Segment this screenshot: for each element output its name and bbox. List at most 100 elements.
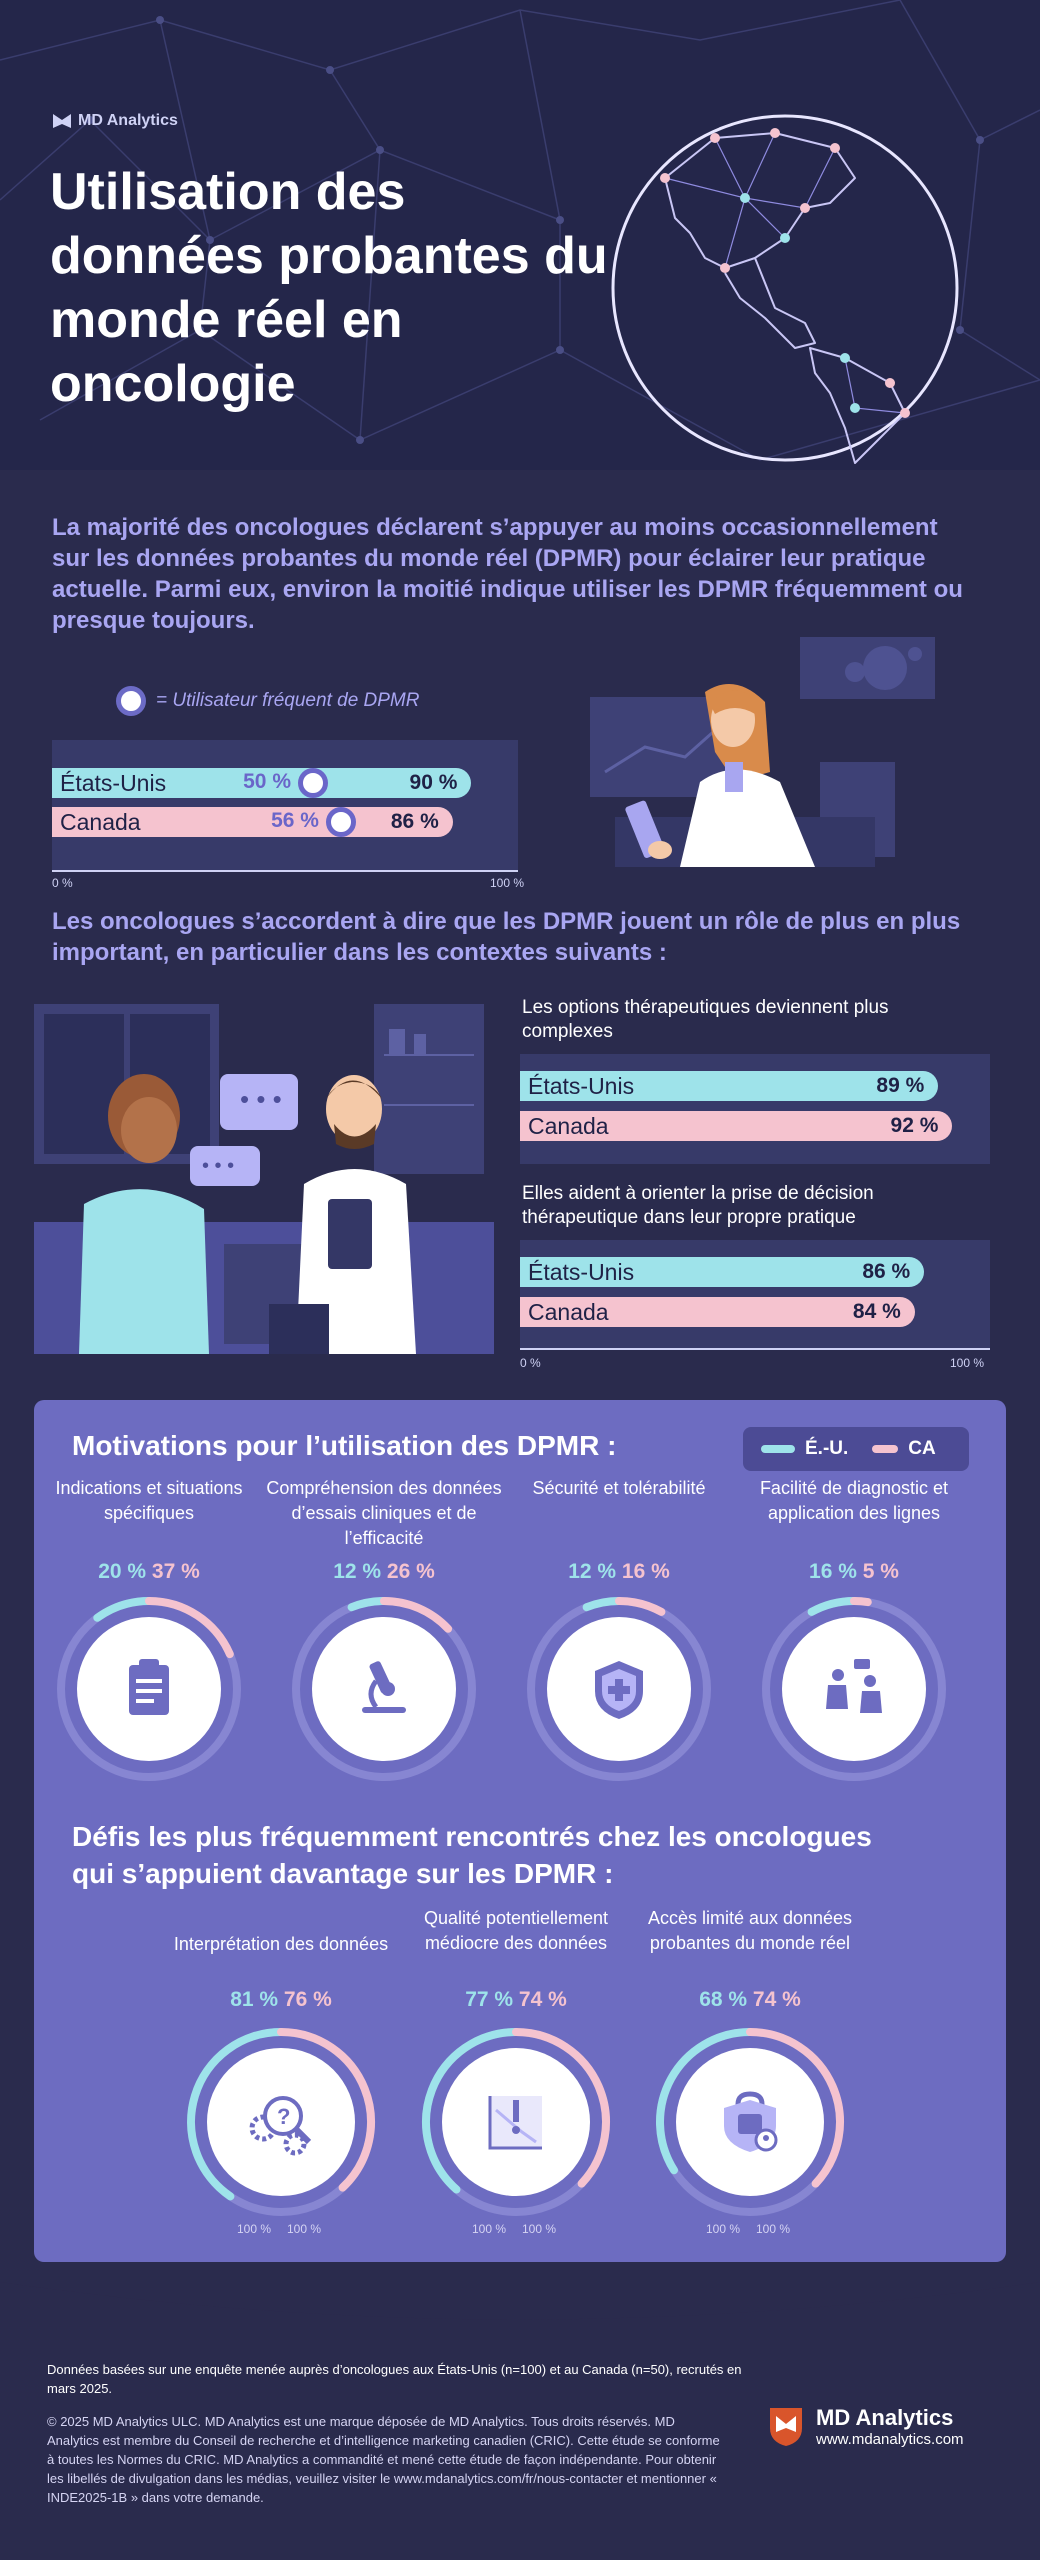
challenge-us-max-label: 100 % xyxy=(237,2222,272,2236)
challenge-us-value: 81 % xyxy=(230,1988,279,2011)
ca-bar: Canada 84 % xyxy=(520,1297,915,1327)
motivation-label: Indications et situations spécifiques xyxy=(55,1478,243,1523)
motivation-label: Compréhension des données d’essais clini… xyxy=(266,1478,502,1548)
motivation-ca-value: 26 % xyxy=(386,1560,435,1583)
motivation-us-value: 16 % xyxy=(809,1560,857,1583)
challenge-1-us-arc xyxy=(187,2028,285,2201)
svg-text:• • •: • • • xyxy=(202,1155,234,1177)
us-frequent-value: 50 % xyxy=(243,770,291,793)
motivations-title: Motivations pour l’utilisation des DPMR … xyxy=(72,1430,617,1461)
motivation-4-ca-track xyxy=(853,1597,946,1781)
shield-icon xyxy=(595,1661,643,1719)
challenge-1-gauge: ? xyxy=(187,2028,375,2216)
challenge-3-gauge xyxy=(656,2028,844,2216)
challenge-2-ca-arc xyxy=(512,2028,610,2188)
motivation-us-value: 20 % xyxy=(98,1560,147,1583)
lock-icon xyxy=(724,2091,778,2152)
decision-chart-axis xyxy=(520,1348,990,1350)
us-bar: États-Unis 90 % xyxy=(52,768,472,798)
ca-legend-label: CA xyxy=(908,1438,936,1459)
motivation-4-ca-arc xyxy=(850,1597,872,1607)
challenge-percentages: 68 % 74 % xyxy=(670,1988,830,2012)
ca-frequent-marker xyxy=(325,807,356,837)
network-lines-background xyxy=(0,0,1040,461)
motivation-2-us-track xyxy=(292,1597,385,1781)
challenge-ca-max-label: 100 % xyxy=(287,2222,322,2236)
motivation-1-us-arc xyxy=(93,1597,153,1622)
brand-name: MD Analytics xyxy=(78,112,178,129)
legal-text: © 2025 MD Analytics ULC. MD Analytics es… xyxy=(47,2414,720,2505)
ca-bar-value: 84 % xyxy=(852,1300,901,1323)
challenge-ca-value: 74 % xyxy=(752,1988,801,2011)
question-gear-icon: ? xyxy=(249,2096,312,2156)
challenge-3-ca-arc xyxy=(746,2028,844,2188)
motivation-2-gauge xyxy=(292,1597,476,1781)
us-bar-value: 86 % xyxy=(862,1260,911,1283)
challenge-us-value: 68 % xyxy=(699,1988,748,2011)
challenge-3-us-arc xyxy=(656,2028,754,2175)
hero-banner xyxy=(0,0,1040,470)
challenge-ca-max-label: 100 % xyxy=(756,2222,791,2236)
us-bar-label: États-Unis xyxy=(528,1258,635,1285)
doctors-consultation-illustration: • • • • • • xyxy=(34,1004,494,1354)
warning-chart-icon xyxy=(488,2096,542,2150)
svg-text:• • •: • • • xyxy=(240,1084,282,1114)
challenge-label: Interprétation des données xyxy=(173,1934,389,1954)
frequent-user-marker-icon xyxy=(116,686,146,716)
md-analytics-shield-icon xyxy=(770,2408,802,2446)
globe-icon xyxy=(611,114,959,464)
us-legend-label: É.-U. xyxy=(805,1438,849,1459)
complexity-question: Les options thérapeutiques deviennent pl… xyxy=(522,997,889,1042)
usage-chart-axis xyxy=(52,870,518,872)
footer-wave xyxy=(0,2262,1040,2320)
challenge-us-max-label: 100 % xyxy=(706,2222,741,2236)
ca-bar-label: Canada xyxy=(528,1298,609,1325)
page-title: Utilisation des données probantes du mon… xyxy=(50,163,608,413)
challenge-ca-value: 74 % xyxy=(518,1988,567,2011)
agreement-paragraph: Les oncologues s’accordent à dire que le… xyxy=(52,908,961,966)
motivation-label: Sécurité et tolérabilité xyxy=(532,1478,706,1498)
decision-axis-zero: 0 % xyxy=(520,1356,541,1370)
challenge-label: Accès limité aux données probantes du mo… xyxy=(647,1908,853,1953)
md-logo-icon xyxy=(53,114,71,128)
challenge-percentages: 77 % 74 % xyxy=(436,1988,596,2012)
challenge-ca-value: 76 % xyxy=(283,1988,332,2011)
ca-legend-swatch xyxy=(872,1445,899,1453)
challenge-2-us-arc xyxy=(422,2028,520,2194)
footer-url[interactable]: www.mdanalytics.com xyxy=(816,2430,964,2448)
motivation-us-value: 12 % xyxy=(333,1560,382,1583)
us-frequent-marker xyxy=(298,768,328,798)
frequent-user-legend: = Utilisateur fréquent de DPMR xyxy=(116,686,419,716)
motivation-percentages: 12 % 26 % xyxy=(304,1560,464,1584)
decision-axis-hundred: 100 % xyxy=(950,1356,985,1370)
challenge-1-ca-arc xyxy=(277,2028,375,2192)
us-bar: États-Unis 86 % xyxy=(520,1257,925,1287)
challenge-us-max-label: 100 % xyxy=(472,2222,507,2236)
intro-paragraph: La majorité des oncologues déclarent s’a… xyxy=(52,514,963,634)
footer-logo[interactable]: MD Analytics www.mdanalytics.com xyxy=(766,2404,964,2448)
motivation-us-value: 12 % xyxy=(568,1560,617,1583)
motivation-3-gauge xyxy=(527,1597,711,1781)
usage-chart-background xyxy=(52,740,518,870)
motivation-ca-value: 37 % xyxy=(151,1560,200,1583)
us-bar-label: États-Unis xyxy=(528,1072,635,1099)
microscope-icon xyxy=(362,1661,406,1713)
motivation-1-ca-arc xyxy=(145,1597,234,1659)
us-bar-value: 90 % xyxy=(409,771,458,794)
ca-bar: Canada 86 % xyxy=(52,807,453,837)
brand-logo[interactable]: MD Analytics xyxy=(52,112,178,130)
ca-bar-label: Canada xyxy=(60,808,141,835)
motivation-percentages: 16 % 5 % xyxy=(774,1560,934,1584)
challenge-us-value: 77 % xyxy=(465,1988,514,2011)
motivation-4-us-arc xyxy=(807,1597,858,1616)
ca-bar-label: Canada xyxy=(528,1112,609,1139)
motivation-percentages: 20 % 37 % xyxy=(69,1560,229,1584)
motivation-3-us-arc xyxy=(582,1597,623,1612)
ca-bar-value: 92 % xyxy=(890,1114,939,1137)
motivation-percentages: 12 % 16 % xyxy=(539,1560,699,1584)
country-legend: É.-U. CA xyxy=(743,1427,969,1471)
motivation-3-ca-arc xyxy=(615,1597,666,1616)
doctor-with-tablet-illustration xyxy=(590,637,935,867)
challenge-label: Qualité potentiellement médiocre des don… xyxy=(423,1908,609,1953)
motivation-1-gauge xyxy=(57,1597,241,1781)
